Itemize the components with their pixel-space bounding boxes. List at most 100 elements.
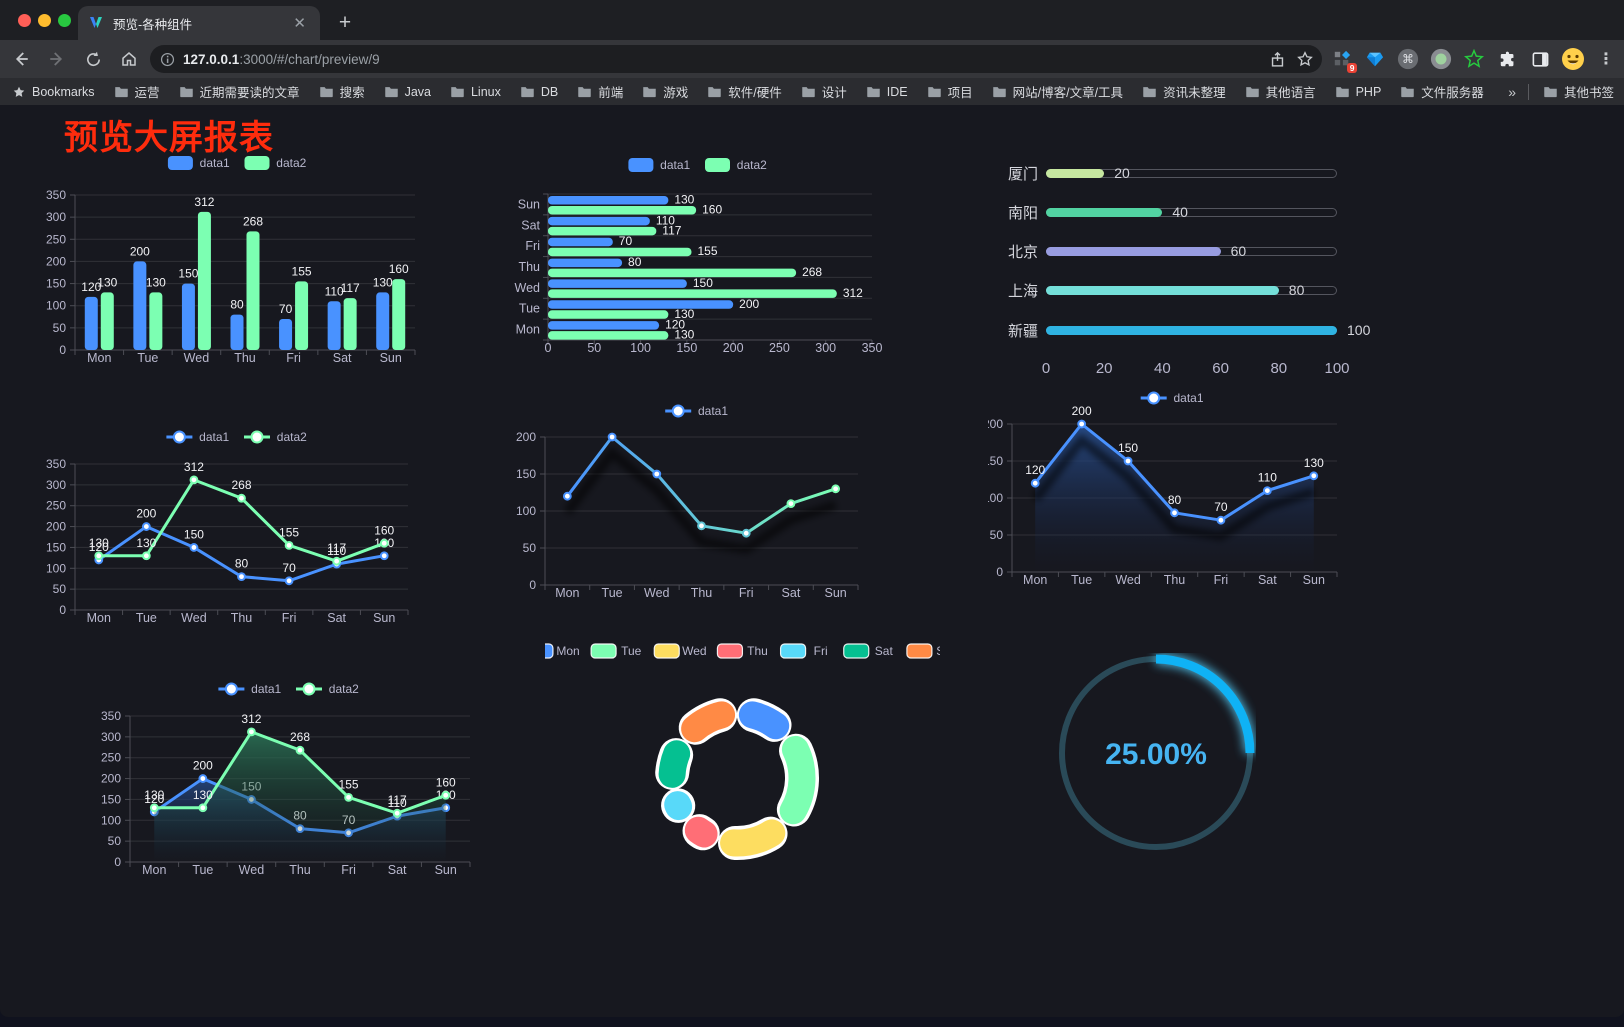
site-info-icon[interactable] [160,52,175,67]
point-data2-Fri[interactable] [284,540,294,550]
point-data2-Mon[interactable] [149,803,159,813]
bookmark-folder[interactable]: PHP [1335,85,1381,99]
point-data1-Fri[interactable] [284,576,294,586]
point-data1-Thu[interactable] [237,572,246,582]
bar-data2-Sun[interactable] [392,279,406,350]
legend-item[interactable]: data2 [244,430,307,444]
legend-item[interactable]: Thu [716,643,768,659]
hbar-data1-Thu[interactable] [548,258,623,268]
legend-item[interactable]: Sat [843,643,894,659]
bar-data1-Sun[interactable] [376,292,390,350]
hbar-data2-Mon[interactable] [548,331,669,340]
hbar-data1-Wed[interactable] [548,279,687,288]
bookmarks-overflow-button[interactable]: » [1508,83,1516,100]
point-data1-Fri[interactable] [741,528,751,538]
bookmark-folder[interactable]: 项目 [927,82,973,101]
pie-slice-Thu[interactable] [682,814,720,851]
legend-item[interactable]: data1 [628,158,691,172]
bookmark-star-icon[interactable] [1296,50,1314,68]
point-data1-Thu[interactable] [697,521,706,531]
bookmark-folder[interactable]: 搜索 [319,82,365,101]
point-data2-Sun[interactable] [441,790,451,800]
tab-close-icon[interactable]: ✕ [293,15,306,32]
hbar-data1-Sun[interactable] [548,196,669,205]
legend-item[interactable]: Sun [906,643,940,659]
extension-gem-icon[interactable] [1363,47,1387,71]
point-data2-Tue[interactable] [198,803,208,813]
bookmarks-manager-item[interactable]: Bookmarks [12,85,95,99]
profile-avatar[interactable] [1561,47,1585,71]
hbar-data2-Wed[interactable] [548,289,837,298]
home-button[interactable] [114,44,144,74]
point-data2-Fri[interactable] [344,792,353,802]
window-close-button[interactable] [18,14,31,27]
point-data1-Mon[interactable] [1030,478,1040,488]
back-button[interactable] [6,44,36,74]
window-minimize-button[interactable] [38,14,51,27]
legend-item[interactable]: data1 [665,404,728,418]
point-data2-Thu[interactable] [237,493,246,503]
point-data1-Sun[interactable] [1309,471,1319,481]
hbar-data1-Mon[interactable] [548,321,660,330]
window-zoom-button[interactable] [58,14,71,27]
legend-item[interactable]: data2 [244,156,307,170]
point-data1-Fri[interactable] [1216,515,1226,525]
extension-grid-icon[interactable]: 9 [1330,47,1357,73]
point-data1-Wed[interactable] [189,543,199,552]
bookmark-folder[interactable]: 软件/硬件 [707,82,782,101]
extension-cmd-icon[interactable]: ⌘ [1396,47,1420,71]
pie-slice-Fri[interactable] [661,788,696,823]
bookmark-folder[interactable]: 其他语言 [1245,82,1316,101]
extension-dot-icon[interactable] [1429,47,1453,71]
address-bar[interactable]: 127.0.0.1:3000/#/chart/preview/9 [150,45,1322,73]
hbar-data2-Fri[interactable] [548,247,692,257]
bar-data1-Thu[interactable] [230,314,244,350]
point-data1-Tue[interactable] [141,522,151,531]
point-data2-Tue[interactable] [141,551,151,561]
legend-item[interactable]: Mon [545,643,580,659]
point-data2-Thu[interactable] [295,745,305,755]
bookmark-folder[interactable]: 网站/博客/文章/工具 [992,82,1123,101]
bar-data1-Sat[interactable] [327,301,341,350]
point-data1-Sun[interactable] [379,551,389,561]
legend-item[interactable]: data1 [167,156,230,170]
bar-data2-Fri[interactable] [295,281,309,350]
point-data2-Wed[interactable] [189,475,199,485]
point-data1-Wed[interactable] [1123,456,1133,466]
reload-button[interactable] [78,44,108,74]
hbar-data2-Sat[interactable] [548,226,657,236]
side-panel-button[interactable] [1528,47,1552,71]
bookmark-folder[interactable]: 运营 [114,82,160,101]
pie-slice-Sun[interactable] [678,698,738,745]
hbar-data2-Sun[interactable] [548,206,697,215]
hbar-data1-Tue[interactable] [548,300,734,309]
hbar-data2-Tue[interactable] [548,310,669,319]
point-data1-Tue[interactable] [607,432,617,442]
point-data1-Sat[interactable] [1262,486,1272,495]
hbar-data1-Fri[interactable] [548,237,613,247]
browser-tab[interactable]: 预览-各种组件 ✕ [78,6,320,40]
bookmark-folder[interactable]: IDE [866,85,908,99]
point-data1-Wed[interactable] [652,469,662,479]
bar-data2-Sat[interactable] [343,298,357,350]
bar-data1-Mon[interactable] [84,296,98,350]
point-data1-Mon[interactable] [562,491,572,501]
bookmark-folder[interactable]: Java [384,85,431,99]
legend-item[interactable]: Tue [590,643,642,659]
point-data1-Tue[interactable] [198,774,208,783]
point-data2-Sat[interactable] [332,556,342,566]
legend-item[interactable]: data2 [705,158,767,172]
bookmark-folder[interactable]: 前端 [577,82,623,101]
point-data1-Sat[interactable] [786,499,796,508]
point-data2-Mon[interactable] [94,551,104,561]
pie-slice-Mon[interactable] [736,698,792,742]
point-data1-Tue[interactable] [1077,419,1087,429]
legend-item[interactable]: data2 [296,682,359,696]
hbar-data2-Thu[interactable] [548,268,797,278]
other-bookmarks-folder[interactable]: 其他书签 [1543,82,1614,101]
legend-item[interactable]: data1 [1140,391,1204,405]
point-data2-Sun[interactable] [379,538,389,548]
legend-item[interactable]: Fri [779,643,828,659]
bar-data2-Mon[interactable] [100,292,114,350]
legend-item[interactable]: data1 [166,430,230,444]
